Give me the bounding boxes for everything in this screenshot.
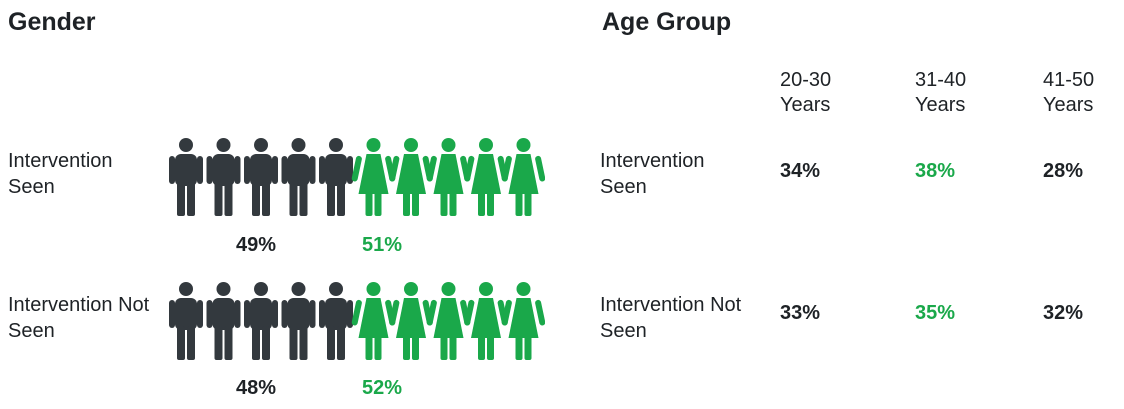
male-icon [281, 282, 316, 360]
age-percent: 34% [780, 160, 821, 182]
section-title: Age Group [602, 8, 732, 36]
row-label: Intervention Seen [600, 150, 705, 198]
column-header: 41-50 Years [1043, 69, 1095, 116]
female-icon [426, 138, 471, 216]
male-icon [244, 282, 278, 360]
age-percent: 35% [915, 302, 956, 324]
row-label: Intervention Not Seen [600, 294, 742, 342]
male-icon [169, 282, 203, 360]
male-icon [319, 282, 353, 360]
male-icon [206, 138, 241, 216]
column-header: 31-40 Years [915, 69, 967, 116]
female-icon [426, 282, 471, 360]
male-icon [319, 138, 353, 216]
female-icon [351, 282, 396, 360]
male-icon [206, 282, 241, 360]
age-percent: 33% [780, 302, 821, 324]
female-icon [463, 282, 509, 360]
column-header: 20-30 Years [780, 69, 832, 116]
section-title: Gender [8, 8, 96, 36]
age-percent: 38% [915, 160, 956, 182]
female-icon [501, 282, 545, 360]
female-icon [501, 138, 545, 216]
male-icon [169, 138, 203, 216]
male-icon [244, 138, 278, 216]
male-icon [281, 138, 316, 216]
male-percent: 49% [236, 234, 277, 256]
row-label: Intervention Not Seen [8, 294, 150, 342]
age-percent: 32% [1043, 302, 1084, 324]
icon-area [169, 138, 545, 360]
row-label: Intervention Seen [8, 150, 113, 198]
female-icon [351, 138, 396, 216]
age-percent: 28% [1043, 160, 1084, 182]
male-percent: 48% [236, 377, 277, 399]
female-icon [388, 282, 434, 360]
female-icon [463, 138, 509, 216]
female-icon [388, 138, 434, 216]
female-percent: 52% [362, 377, 403, 399]
female-percent: 51% [362, 234, 403, 256]
